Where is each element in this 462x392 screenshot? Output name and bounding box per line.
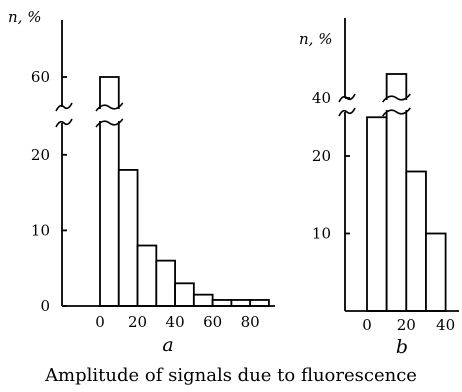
panel-b-bar-0 — [366, 116, 388, 312]
panel-a-bar-7 — [230, 299, 252, 307]
panel-a-label: a — [162, 334, 173, 356]
panel-b-bar-2 — [405, 170, 427, 312]
panel-b-y-tick-label-2: 40 — [312, 89, 331, 107]
panel-a-bar-break-mark-0 — [95, 102, 124, 112]
panel-b-axis-break-mark-1 — [338, 107, 356, 117]
panel-a-y-axis-label: n, % — [8, 8, 41, 26]
panel-a-ticks: 0 10 20 60 0 20 40 60 80 — [31, 68, 260, 331]
panel-a-bars — [99, 76, 270, 307]
panel-b-bar-break-mark-1 — [382, 107, 411, 117]
panel-b-y-tick-label-1: 20 — [312, 147, 331, 165]
panel-a-axis-break-mark-0 — [55, 102, 73, 112]
panel-b-ticks: 10 20 40 0 20 40 — [312, 89, 455, 334]
panel-a-x-tick-label-0: 0 — [95, 313, 105, 331]
panel-b-label: b — [396, 336, 408, 358]
panel-a-axis-break-mark-1 — [55, 118, 73, 128]
panel-a-bar-4 — [174, 282, 195, 307]
panel-b-x-tick-label-0: 0 — [362, 316, 372, 334]
panel-a-x-tick-label-3: 60 — [203, 313, 222, 331]
panel-a-y-tick-label-3: 60 — [31, 68, 50, 86]
panel-b-bar-break-mark-0 — [382, 93, 411, 103]
panel-b-x-tick-label-2: 40 — [436, 316, 455, 334]
panel-a-histogram: 0 10 20 60 0 20 40 60 80 n, % a — [8, 8, 275, 356]
panel-b-axis-break-gap — [337, 100, 457, 110]
panel-a-bar-2 — [136, 244, 158, 307]
panel-a-axes — [54, 20, 275, 307]
panel-a-bar-1 — [117, 169, 139, 307]
panel-a-x-tick-label-1: 20 — [128, 313, 147, 331]
panel-b-axes — [337, 18, 459, 312]
panel-a-bar-6 — [211, 299, 233, 307]
panel-a-axis-break-gap — [54, 109, 174, 121]
panel-a-y-tick-label-2: 20 — [31, 146, 50, 164]
figure-caption: Amplitude of signals due to fluorescence — [44, 365, 417, 386]
panel-a-y-tick-label-0: 0 — [40, 297, 50, 315]
panel-a-bar-5 — [192, 293, 214, 307]
panel-a-y-tick-label-1: 10 — [31, 221, 50, 239]
panel-b-histogram: 10 20 40 0 20 40 n, % b — [299, 18, 459, 358]
panel-a-bar-3 — [155, 259, 176, 307]
panel-b-bar-3 — [425, 232, 447, 312]
panel-b-y-tick-label-0: 10 — [312, 225, 331, 243]
panel-b-bars — [366, 73, 447, 312]
panel-a-bar-break-mark-1 — [95, 118, 124, 128]
panel-b-x-tick-label-1: 20 — [397, 316, 416, 334]
panel-a-x-tick-label-2: 40 — [166, 313, 185, 331]
panel-a-x-tick-label-4: 80 — [241, 313, 260, 331]
panel-a-bar-8 — [249, 299, 270, 307]
panel-b-y-axis-label: n, % — [299, 30, 332, 48]
